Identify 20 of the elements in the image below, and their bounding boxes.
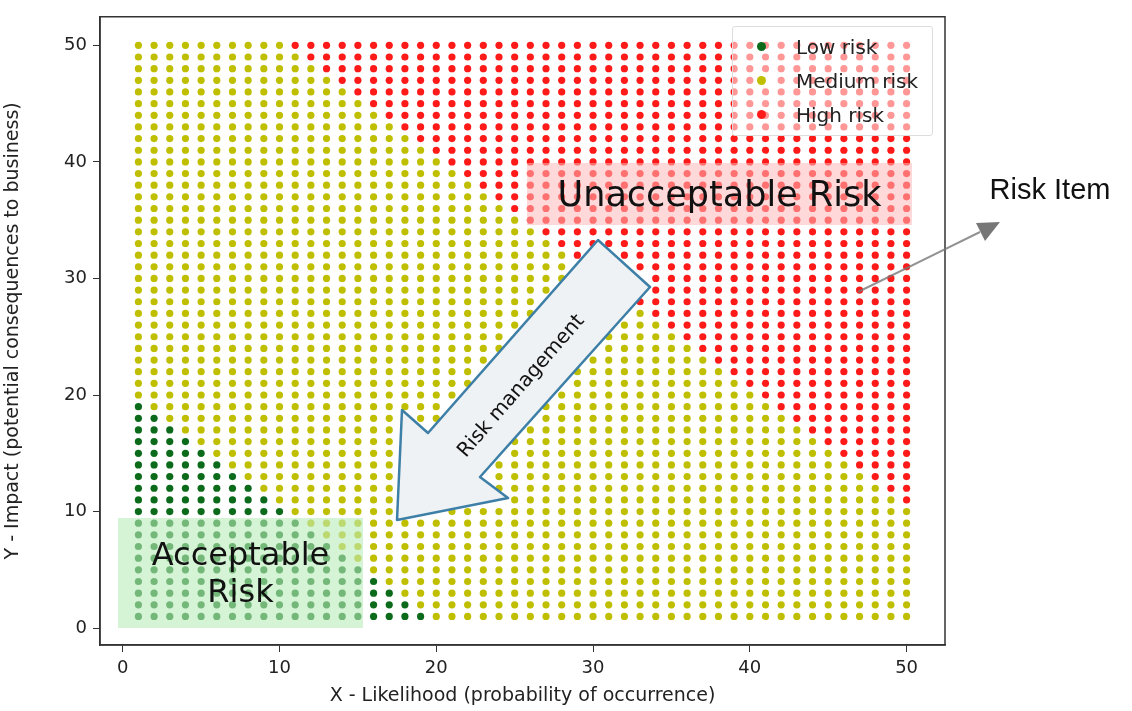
- annotation: Unacceptable Risk: [527, 163, 912, 225]
- x-tick-label: 0: [117, 656, 129, 678]
- annotation: Acceptable Risk: [118, 518, 363, 628]
- y-axis-title: Y - Impact (potential consequences to business): [0, 102, 23, 561]
- x-tick-label: 20: [424, 656, 448, 678]
- y-tick-label: 40: [64, 149, 87, 171]
- legend-label: High risk: [795, 102, 884, 127]
- x-tick-label: 50: [895, 656, 919, 678]
- x-tick-label: 30: [581, 656, 605, 678]
- y-tick-label: 10: [64, 499, 87, 521]
- legend-label: Low risk: [795, 34, 878, 59]
- y-tick-label: 50: [64, 33, 87, 55]
- legend-label: Medium risk: [795, 68, 918, 93]
- x-axis-title: X - Likelihood (probability of occurrence): [329, 682, 716, 705]
- y-tick-label: 30: [64, 266, 87, 288]
- x-tick-label: 10: [268, 656, 291, 678]
- y-tick-label: 20: [64, 382, 87, 404]
- x-tick-label: 40: [738, 656, 762, 678]
- text: Risk Item: [988, 172, 1112, 208]
- y-tick-label: 0: [75, 615, 87, 637]
